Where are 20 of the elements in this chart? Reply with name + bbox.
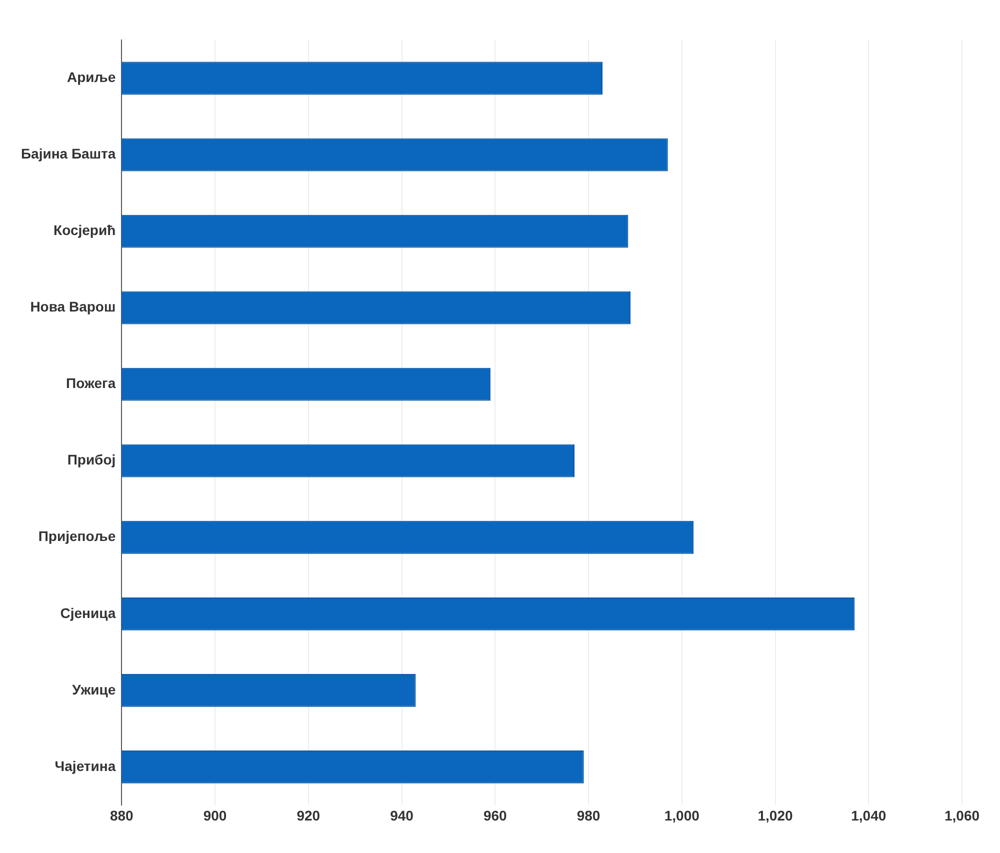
y-tick-label: Нова Варош bbox=[30, 298, 116, 315]
x-tick-label: 1,040 bbox=[851, 807, 886, 824]
y-tick-label: Бајина Башта bbox=[20, 146, 116, 162]
x-tick-label: 900 bbox=[203, 807, 227, 824]
y-tick-label: Пожега bbox=[66, 375, 116, 392]
x-tick-label: 1,000 bbox=[664, 807, 700, 824]
x-tick-label: 960 bbox=[483, 807, 508, 824]
x-tick-label: 1,060 bbox=[944, 807, 980, 824]
x-tick-label: 920 bbox=[296, 807, 320, 824]
x-tick-label: 880 bbox=[110, 807, 134, 824]
y-tick-label: Прибој bbox=[67, 452, 116, 468]
y-tick-label: Косјерић bbox=[54, 222, 116, 238]
x-tick-label: 1,020 bbox=[758, 807, 793, 824]
y-tick-label: Сјеница bbox=[60, 604, 116, 621]
y-tick-label: Ариље bbox=[67, 69, 116, 86]
y-tick-label: Ужице bbox=[72, 681, 116, 698]
y-tick-label: Пријепоље bbox=[38, 528, 116, 544]
x-tick-label: 980 bbox=[576, 807, 600, 824]
x-tick-label: 940 bbox=[390, 807, 414, 824]
y-tick-label: Чајетина bbox=[54, 758, 116, 774]
